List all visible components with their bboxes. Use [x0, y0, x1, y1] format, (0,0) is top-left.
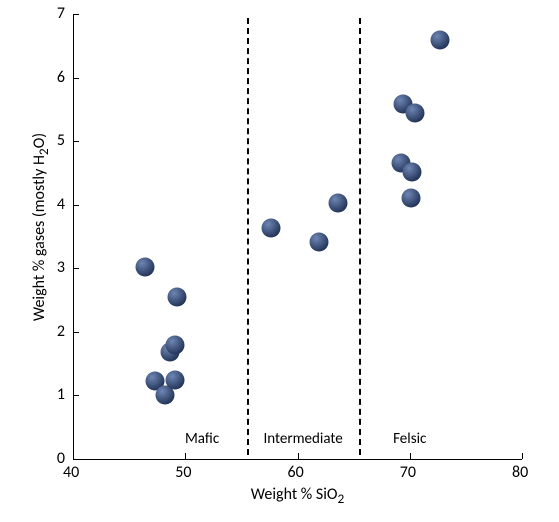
- x-axis-title: Weight % SiO2: [228, 485, 368, 507]
- x-tick-label: 50: [175, 463, 191, 482]
- y-tick-label: 4: [57, 195, 65, 214]
- x-tick-label: 40: [63, 463, 79, 482]
- y-axis-line: [73, 14, 74, 459]
- y-tick-label: 3: [57, 258, 65, 277]
- region-divider: [359, 18, 361, 455]
- x-tick-label: 70: [400, 463, 416, 482]
- region-label: Intermediate: [253, 430, 353, 448]
- y-tick: [73, 14, 79, 15]
- y-tick: [73, 141, 79, 142]
- scatter-chart: 40 50 60 70 80 0 1 2 3 4 5 6 7 MaficIntermediate Felsi…: [0, 0, 559, 522]
- x-tick-label: 60: [288, 463, 304, 482]
- y-axis-title-after: O): [30, 132, 49, 147]
- y-tick: [73, 268, 79, 269]
- x-tick: [185, 453, 186, 459]
- plot-area: [73, 14, 522, 459]
- y-tick: [73, 205, 79, 206]
- x-tick: [522, 453, 523, 459]
- y-tick-label: 6: [57, 68, 65, 87]
- x-axis-title-sub: 2: [337, 490, 344, 507]
- y-axis-title-sub: 2: [35, 148, 52, 155]
- x-tick: [410, 453, 411, 459]
- x-tick: [298, 453, 299, 459]
- data-point: [261, 219, 280, 238]
- y-axis-title-text: Weight % gases (mostly H: [30, 155, 49, 321]
- data-point: [402, 162, 421, 181]
- data-point: [168, 287, 187, 306]
- y-tick: [73, 395, 79, 396]
- x-axis-title-text: Weight % SiO: [251, 485, 338, 504]
- x-axis-line: [73, 459, 522, 460]
- y-tick: [73, 332, 79, 333]
- y-tick: [73, 78, 79, 79]
- region-divider: [247, 18, 249, 455]
- data-point: [309, 232, 328, 251]
- region-label: Mafic: [152, 430, 252, 448]
- data-point: [328, 194, 347, 213]
- region-label: Felsic: [360, 430, 460, 448]
- data-point: [406, 104, 425, 123]
- data-point: [166, 371, 185, 390]
- y-tick-label: 1: [57, 385, 65, 404]
- y-axis-title: Weight % gases (mostly H2O): [30, 117, 52, 337]
- data-point: [166, 336, 185, 355]
- y-tick-label: 0: [57, 449, 65, 468]
- data-point: [431, 31, 450, 50]
- y-tick-label: 7: [57, 4, 65, 23]
- y-tick: [73, 459, 79, 460]
- data-point: [401, 188, 420, 207]
- data-point: [135, 258, 154, 277]
- y-tick-label: 2: [57, 322, 65, 341]
- x-tick-label: 80: [512, 463, 528, 482]
- y-tick-label: 5: [57, 131, 65, 150]
